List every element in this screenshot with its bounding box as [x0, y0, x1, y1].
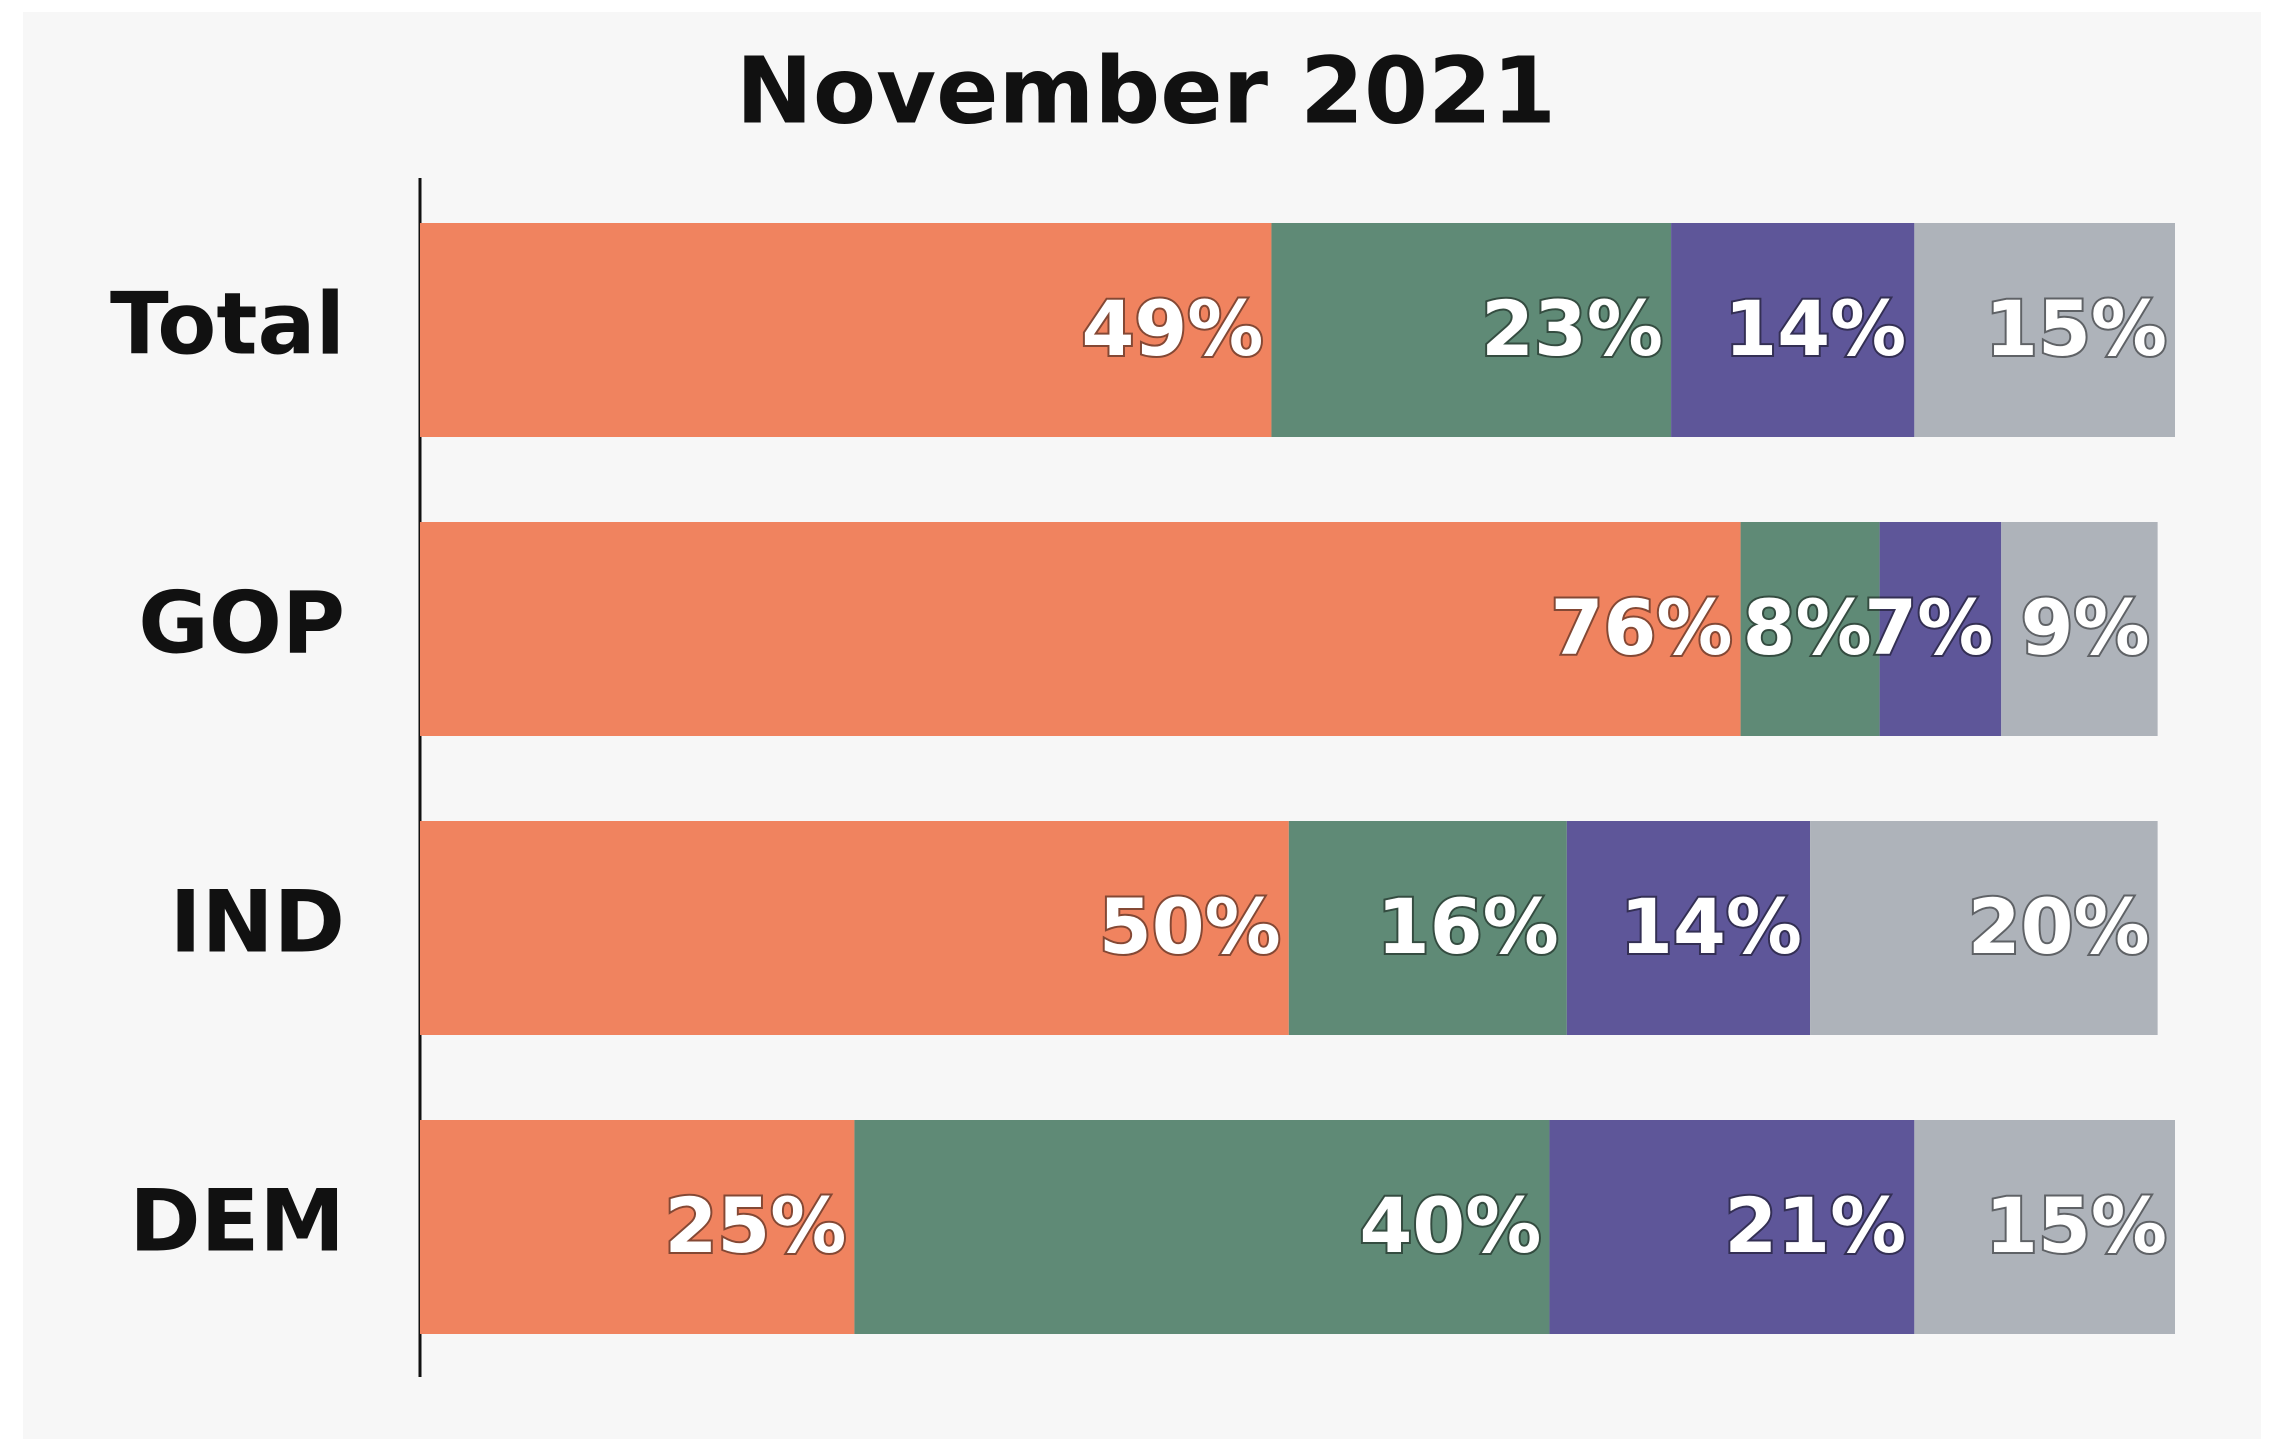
bar-segment: [1288, 821, 1567, 1035]
data-label: 14%: [1724, 284, 1906, 373]
data-label: 16%: [1377, 882, 1559, 971]
data-label: 25%: [664, 1181, 846, 1270]
bar-segment: [1879, 522, 2002, 736]
bar-segment: [1671, 223, 1915, 437]
bar-segment: [420, 821, 1289, 1035]
bar-segment: [1566, 821, 1811, 1035]
y-tick-label: Total: [110, 274, 345, 374]
bar-segment: [1914, 223, 2175, 437]
data-label: 21%: [1724, 1181, 1906, 1270]
bar-segment: [420, 522, 1741, 736]
bar-segment: [854, 1120, 1550, 1334]
data-label: 9%: [2021, 583, 2150, 672]
y-tick-label: IND: [170, 872, 345, 972]
y-tick-label: DEM: [129, 1171, 345, 1271]
data-label: 14%: [1620, 882, 1802, 971]
data-label: 20%: [1968, 882, 2150, 971]
data-label: 23%: [1481, 284, 1663, 373]
data-label: 8%: [1743, 583, 1872, 672]
data-label: 76%: [1551, 583, 1733, 672]
bar-segment: [420, 223, 1272, 437]
bar-segment: [1810, 821, 2158, 1035]
data-label: 15%: [1985, 1181, 2167, 1270]
data-label: 15%: [1985, 284, 2167, 373]
bar-segment: [1914, 1120, 2175, 1334]
bar-segment: [1740, 522, 1880, 736]
bar-segment: [2001, 522, 2158, 736]
data-label: 50%: [1099, 882, 1281, 971]
chart-title: November 2021: [736, 37, 1556, 144]
bar-segment: [1271, 223, 1672, 437]
data-label: 7%: [1864, 583, 1993, 672]
bar-segment: [420, 1120, 855, 1334]
data-label: 49%: [1082, 284, 1264, 373]
bar-segment: [1549, 1120, 1915, 1334]
data-label: 40%: [1360, 1181, 1542, 1270]
y-tick-label: GOP: [138, 573, 345, 673]
